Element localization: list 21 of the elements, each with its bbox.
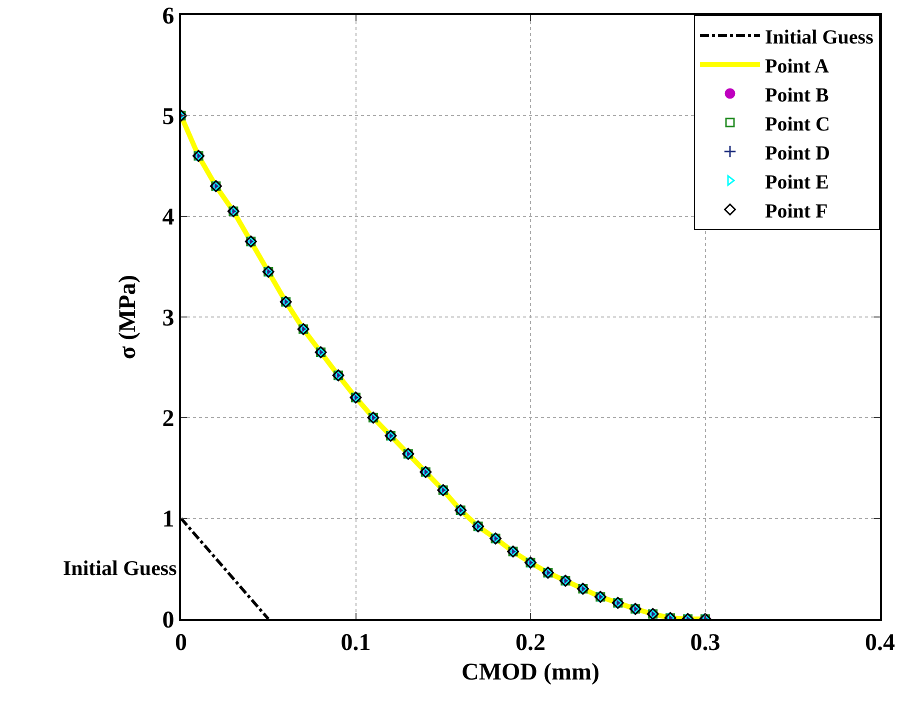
y-tick-label: 1 [162, 506, 174, 533]
legend-label: Point D [765, 142, 830, 164]
text: Initial Guess [63, 556, 177, 580]
legend-label: Point C [765, 113, 830, 136]
y-tick-label: 4 [162, 204, 174, 231]
y-axis-title: σ (MPa) [114, 274, 141, 360]
y-tick-label: 5 [162, 104, 174, 130]
x-tick-label: 0.1 [340, 630, 371, 656]
y-tick-label: 6 [162, 3, 174, 30]
legend-label: Point A [765, 55, 830, 78]
y-tick-label: 0 [162, 607, 174, 634]
legend-label: Point F [765, 200, 828, 222]
x-tick-label: 0.4 [865, 630, 895, 656]
x-tick-label: 0.2 [516, 630, 546, 656]
x-axis-title: CMOD (mm) [462, 660, 600, 686]
y-tick-label: 2 [162, 406, 174, 432]
legend-label: Point B [765, 84, 829, 106]
legend-label: Initial Guess [765, 26, 874, 48]
legend-label: Point E [765, 171, 829, 194]
y-tick-label: 3 [162, 305, 174, 332]
x-tick-label: 0.3 [690, 630, 720, 656]
